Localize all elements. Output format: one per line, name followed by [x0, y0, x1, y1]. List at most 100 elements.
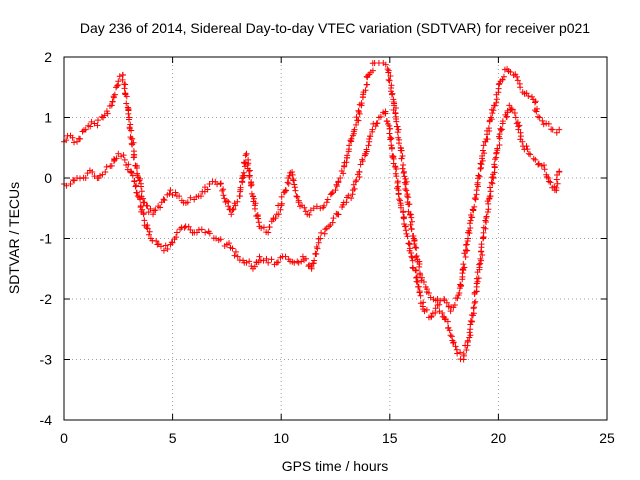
- data-point: [258, 225, 265, 232]
- data-point: [301, 204, 308, 211]
- data-point: [374, 120, 381, 127]
- grid: [64, 57, 607, 420]
- data-point: [138, 183, 145, 190]
- data-point: [295, 199, 302, 206]
- data-point: [402, 186, 409, 193]
- data-point: [485, 125, 492, 132]
- data-point: [400, 208, 407, 215]
- data-point: [396, 196, 403, 203]
- data-point: [353, 114, 360, 121]
- data-point: [172, 189, 179, 196]
- data-point: [160, 196, 167, 203]
- data-point: [275, 259, 282, 266]
- data-point: [400, 161, 407, 168]
- data-point: [328, 190, 335, 197]
- data-point: [425, 289, 432, 296]
- data-point: [450, 339, 457, 346]
- data-point: [220, 192, 227, 199]
- data-point: [140, 211, 147, 218]
- data-point: [126, 124, 133, 131]
- data-point: [388, 135, 395, 142]
- data-point: [350, 181, 357, 188]
- data-point: [413, 244, 420, 251]
- data-point: [309, 260, 316, 267]
- data-point: [473, 187, 480, 194]
- data-point: [519, 138, 526, 145]
- y-axis-label: SDTVAR / TECUs: [6, 182, 22, 294]
- data-point: [157, 204, 164, 211]
- data-point: [74, 138, 81, 145]
- data-point: [392, 104, 399, 111]
- data-point: [353, 121, 360, 128]
- data-point: [219, 187, 226, 194]
- data-point: [523, 143, 530, 150]
- data-point: [497, 125, 504, 132]
- data-point: [67, 181, 74, 188]
- data-point: [246, 173, 253, 180]
- data-point: [408, 214, 415, 221]
- data-point: [468, 318, 475, 325]
- data-point: [103, 163, 110, 170]
- data-point: [82, 126, 89, 133]
- data-point: [514, 77, 521, 84]
- data-point: [343, 199, 350, 206]
- data-point: [485, 200, 492, 207]
- x-tick-label: 10: [273, 430, 289, 446]
- data-point: [471, 203, 478, 210]
- data-point: [358, 100, 365, 107]
- data-point: [132, 183, 139, 190]
- data-point: [243, 151, 250, 158]
- data-point: [359, 156, 366, 163]
- data-point: [463, 241, 470, 248]
- data-point: [365, 72, 372, 79]
- data-point: [356, 110, 363, 117]
- x-tick-label: 0: [60, 430, 68, 446]
- data-point: [302, 255, 309, 262]
- data-point: [285, 180, 292, 187]
- data-point: [89, 168, 96, 175]
- x-tick-label: 5: [169, 430, 177, 446]
- data-point: [298, 258, 305, 265]
- data-point: [356, 168, 363, 175]
- data-point: [323, 199, 330, 206]
- data-point: [457, 281, 464, 288]
- data-point: [489, 174, 496, 181]
- data-point: [517, 84, 524, 91]
- x-tick-label: 20: [491, 430, 507, 446]
- data-point: [305, 263, 312, 270]
- data-point: [295, 259, 302, 266]
- data-point: [419, 274, 426, 281]
- data-point: [466, 220, 473, 227]
- data-point: [337, 175, 344, 182]
- data-point: [103, 108, 110, 115]
- data-point: [134, 193, 141, 200]
- data-point: [249, 193, 256, 200]
- data-point: [386, 77, 393, 84]
- data-point: [448, 333, 455, 340]
- data-point: [273, 259, 280, 266]
- data-point: [408, 218, 415, 225]
- data-point: [464, 235, 471, 242]
- data-point: [397, 204, 404, 211]
- data-point: [291, 184, 298, 191]
- data-point: [91, 120, 98, 127]
- data-point: [482, 217, 489, 224]
- data-point: [454, 350, 461, 357]
- data-point: [232, 248, 239, 255]
- data-point: [460, 261, 467, 268]
- data-point: [472, 196, 479, 203]
- data-point: [272, 215, 279, 222]
- data-point: [290, 176, 297, 183]
- data-point: [129, 135, 136, 142]
- data-point: [329, 219, 336, 226]
- data-point: [535, 113, 542, 120]
- data-point: [467, 211, 474, 218]
- data-point: [528, 93, 535, 100]
- data-point: [499, 118, 506, 125]
- data-point: [553, 184, 560, 191]
- data-point: [104, 110, 111, 117]
- data-point: [389, 90, 396, 97]
- data-point: [131, 154, 138, 161]
- data-point: [145, 231, 152, 238]
- data-point: [486, 184, 493, 191]
